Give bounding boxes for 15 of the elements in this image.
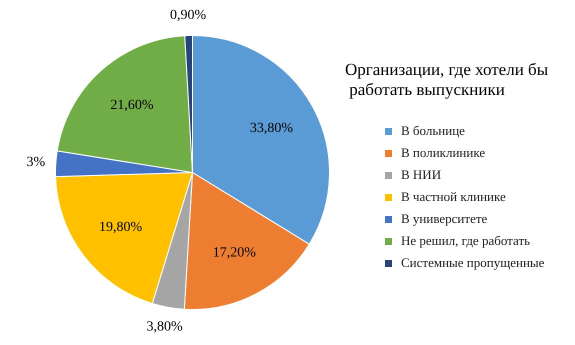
data-label: 19,80% — [99, 220, 142, 235]
data-label: 21,60% — [110, 98, 154, 114]
data-label: 3% — [26, 155, 46, 170]
data-label: 0,90% — [170, 8, 206, 24]
legend-label: В больнице — [401, 123, 465, 139]
legend-label: В НИИ — [401, 167, 442, 183]
legend-label: Системные пропущенные — [401, 255, 544, 271]
legend-label: В частной клинике — [401, 189, 506, 205]
data-label: 3,80% — [146, 320, 183, 335]
text: Организации, где хотели бы работать выпускники — [345, 60, 550, 100]
data-label: 17,20% — [212, 245, 256, 260]
data-label: 33,80% — [250, 121, 294, 136]
legend-label: В поликлинике — [401, 145, 486, 161]
legend-label: В университете — [401, 211, 488, 227]
legend-label: Не решил, где работать — [401, 233, 530, 249]
